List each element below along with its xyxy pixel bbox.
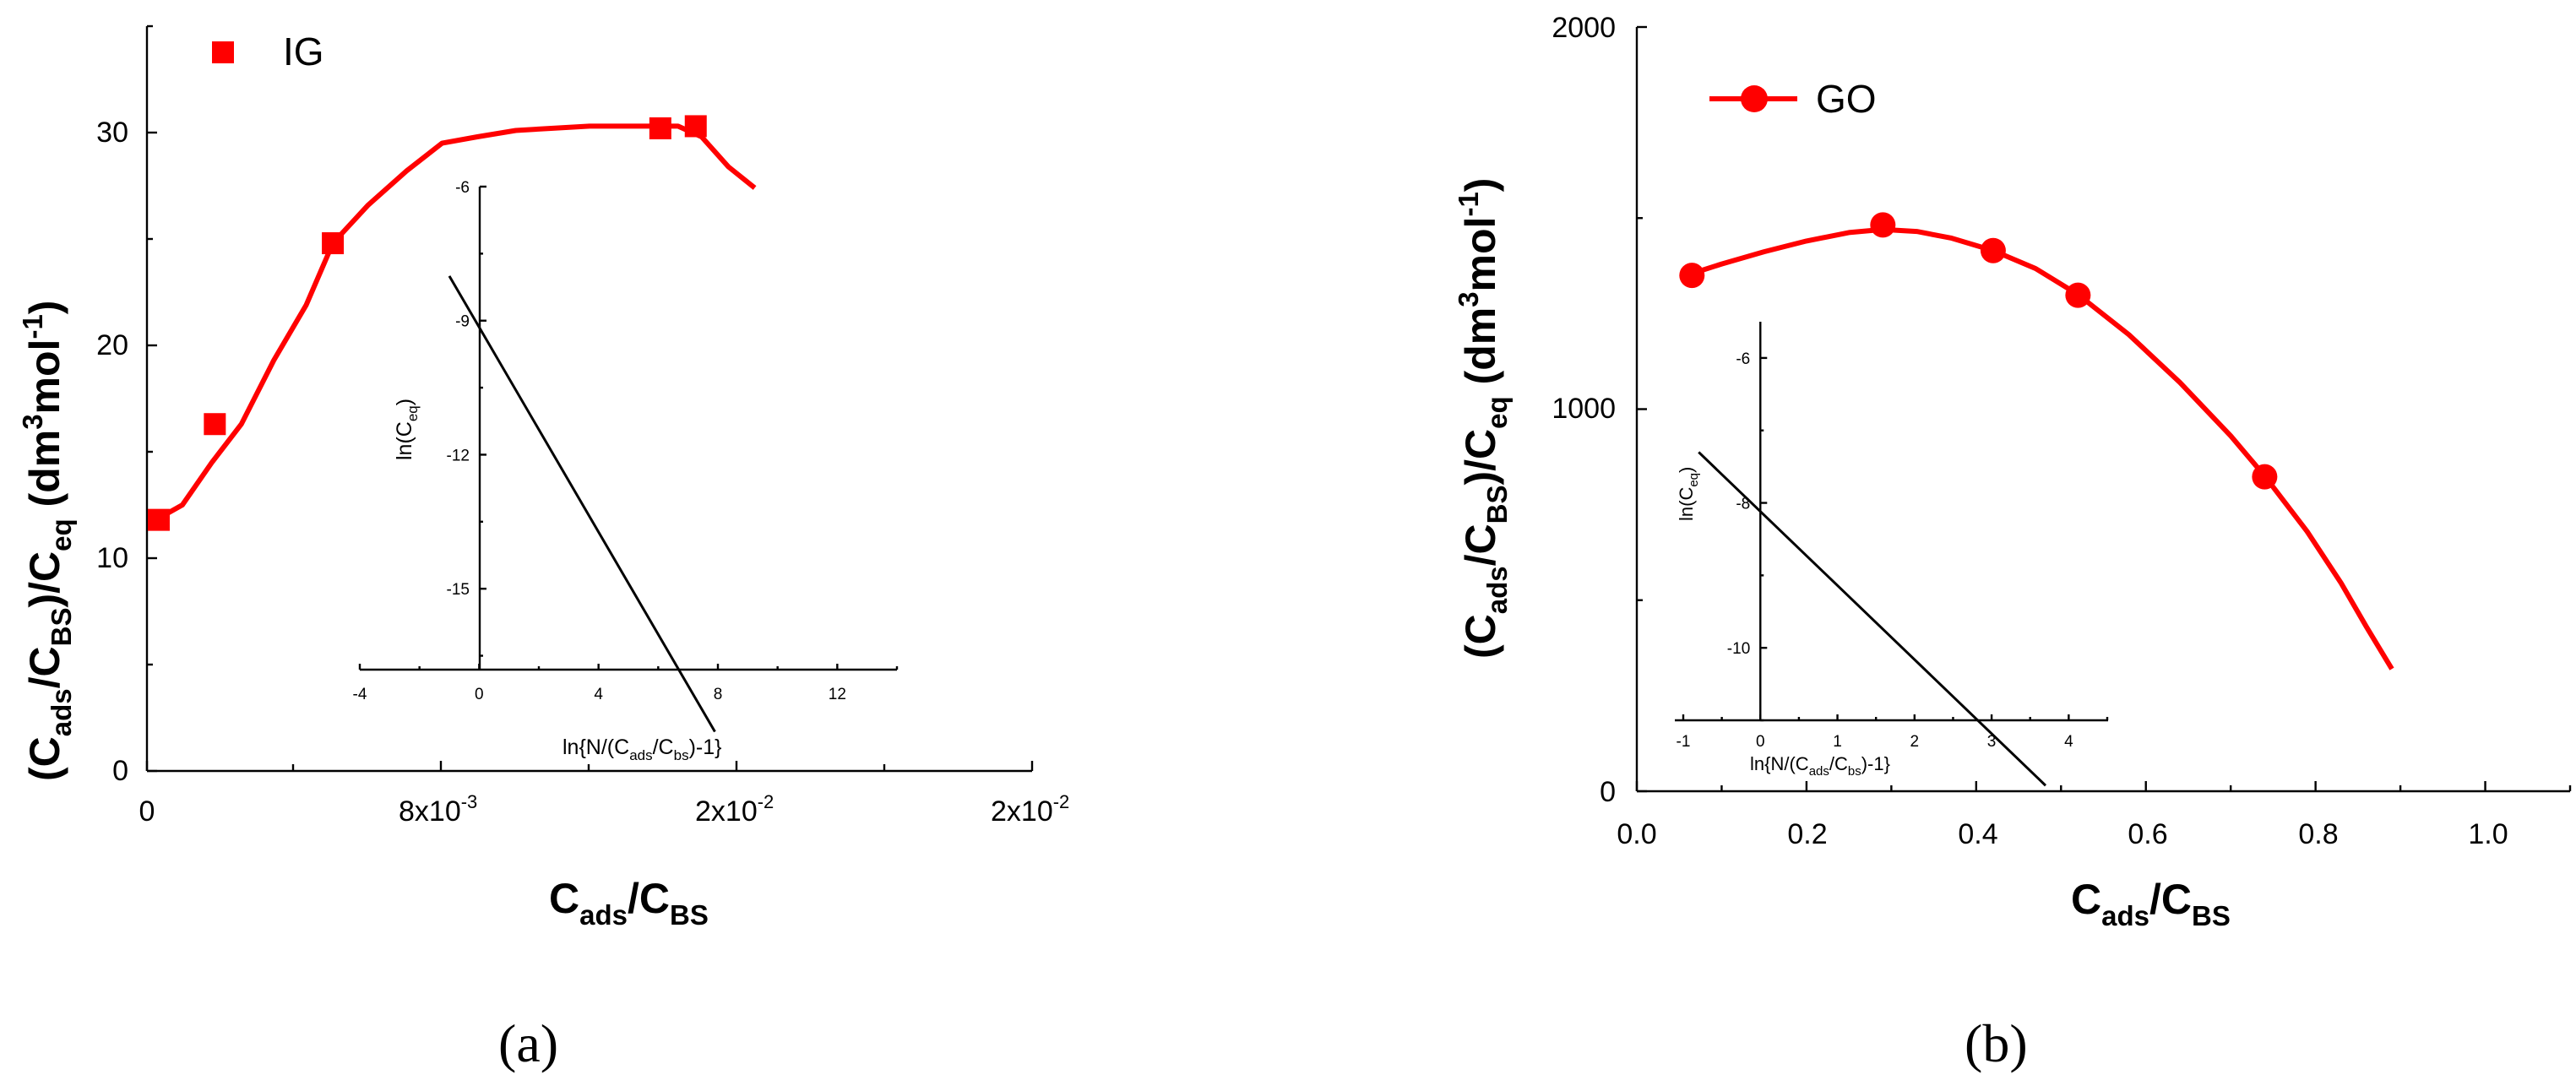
go-data-point — [1870, 212, 1896, 238]
panel-a-inset: -4 0 4 8 12 -6 -9 -12 -15 — [353, 179, 899, 703]
b-inset-x-label: ln{N/(Cads/Cbs)-1} — [1750, 753, 1890, 779]
panel-b-inset: -1 0 1 2 3 4-6-8-10 — [1675, 322, 2109, 751]
panel-b-caption: (b) — [1965, 1013, 2028, 1073]
b-inset-x-tick-label: 1 — [1833, 733, 1842, 751]
a-y-tick-label: 10 — [96, 542, 128, 574]
ig-data-point — [322, 232, 345, 255]
b-y-axis-label: (Cads/CBS)/Ceq (dm3mol-1) — [1453, 178, 1513, 659]
go-data-point — [1679, 263, 1705, 289]
go-legend-marker — [1741, 85, 1768, 112]
go-data-point — [2065, 282, 2091, 308]
a-inset-x-tick-label: 8 — [714, 686, 723, 703]
a-x-tick-label: 2x10-2 — [695, 791, 774, 828]
a-inset-x-label: ln{N/(Cads/Cbs)-1} — [562, 735, 721, 763]
b-x-tick-label: 0.6 — [2128, 818, 2167, 850]
a-inset-y-label: ln(Ceq) — [393, 399, 421, 460]
panel-a-caption: (a) — [498, 1013, 558, 1073]
panel-a-axes — [145, 24, 1034, 773]
panel-a: -4 0 4 8 12 -6 -9 -12 -15 IG 0 8x10-3 2x10-2 2x1… — [17, 24, 1069, 1073]
a-x-tick-label: 8x10-3 — [399, 791, 477, 828]
b-x-tick-label: 0.0 — [1617, 818, 1656, 850]
a-y-tick-label: 0 — [112, 755, 128, 787]
b-y-tick-label: 2000 — [1552, 12, 1616, 44]
b-x-tick-label: 1.0 — [2468, 818, 2508, 850]
go-data-point — [1980, 237, 2006, 263]
ig-legend-marker — [212, 41, 234, 63]
b-inset-y-tick-label: -6 — [1736, 350, 1750, 368]
ig-data-point — [204, 413, 226, 436]
a-inset-x-tick-label: -4 — [353, 686, 367, 703]
b-inset-y-tick-label: -10 — [1727, 640, 1750, 658]
a-y-tick-label: 20 — [96, 329, 128, 361]
panel-b: -1 0 1 2 3 4-6-8-10 GO 0.0 0.2 0.4 0.6 0.8 1.… — [1453, 12, 2572, 1073]
a-inset-x-tick-label: 0 — [475, 686, 484, 703]
b-inset-x-tick-label: 2 — [1910, 733, 1920, 751]
b-x-axis-label: Cads/CBS — [2071, 876, 2231, 931]
b-inset-x-tick-label: 3 — [1987, 733, 1997, 751]
panel-b-inset-fit-line — [1698, 451, 2047, 787]
ig-legend-label: IG — [283, 30, 324, 73]
ig-data-point — [649, 117, 671, 139]
a-y-axis-label: (Cads/CBS)/Ceq (dm3mol-1) — [17, 301, 77, 781]
go-series-markers — [1679, 212, 2278, 490]
a-inset-y-tick-label: -12 — [447, 447, 470, 464]
a-x-axis-label: Cads/CBS — [549, 875, 709, 931]
b-inset-x-tick-label: 0 — [1756, 733, 1765, 751]
go-legend-label: GO — [1816, 77, 1877, 121]
ig-data-point — [147, 508, 170, 531]
a-x-tick-label: 2x10-2 — [991, 791, 1069, 828]
go-data-point — [2252, 464, 2278, 490]
b-inset-x-tick-label: -1 — [1677, 733, 1691, 751]
b-x-tick-label: 0.8 — [2298, 818, 2338, 850]
a-y-tick-label: 30 — [96, 117, 128, 149]
ig-series-markers — [147, 115, 707, 531]
a-inset-x-tick-label: 4 — [594, 686, 603, 703]
ig-data-point — [684, 115, 707, 138]
a-inset-x-tick-label: 12 — [829, 686, 846, 703]
b-inset-x-tick-label: 4 — [2064, 733, 2073, 751]
a-inset-y-tick-label: -9 — [455, 313, 470, 331]
b-y-tick-label: 1000 — [1552, 393, 1616, 425]
b-x-tick-label: 0.4 — [1958, 818, 1997, 850]
b-inset-y-label: ln(Ceq) — [1676, 467, 1701, 521]
a-inset-y-tick-label: -15 — [447, 581, 470, 599]
b-x-tick-label: 0.2 — [1787, 818, 1827, 850]
ig-series-line — [155, 123, 757, 523]
panel-b-axes — [1635, 25, 2572, 793]
panel-a-inset-fit-line — [448, 275, 716, 733]
a-inset-y-tick-label: -6 — [455, 179, 470, 197]
go-series-line — [1691, 226, 2394, 670]
a-x-tick-label: 0 — [139, 795, 155, 828]
b-y-tick-label: 0 — [1600, 776, 1616, 808]
